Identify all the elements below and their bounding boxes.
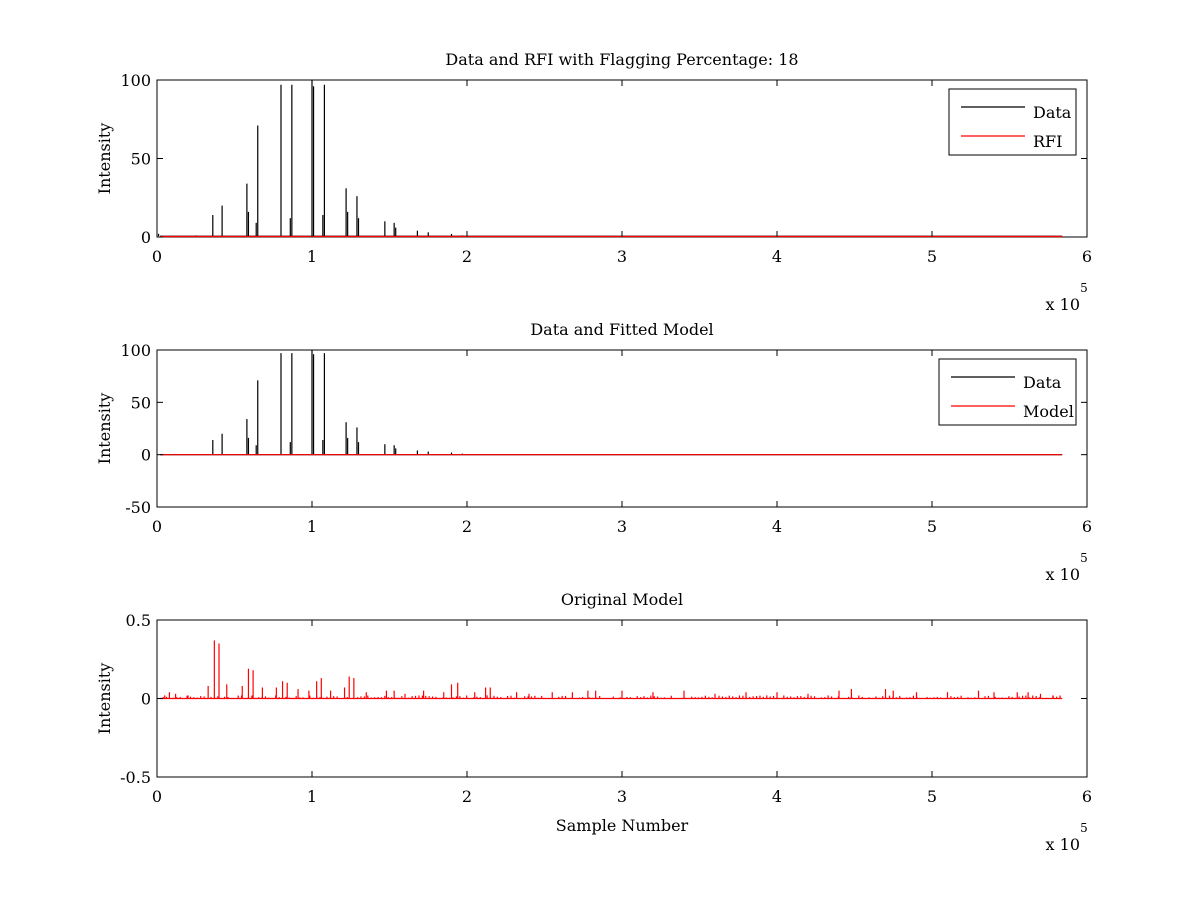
legend-label: Model bbox=[1023, 402, 1074, 421]
y-tick-label: 0.5 bbox=[126, 611, 151, 630]
y-tick-label: 100 bbox=[120, 341, 151, 360]
x-exponent-label: x 10 bbox=[1046, 835, 1080, 854]
subplot-title: Original Model bbox=[561, 590, 683, 609]
legend: Data RFI bbox=[948, 88, 1077, 156]
y-axis-label: Intensity bbox=[95, 123, 114, 195]
x-tick-label: 6 bbox=[1082, 517, 1092, 536]
x-tick-label: 3 bbox=[617, 247, 627, 266]
y-tick-label: -50 bbox=[125, 498, 151, 517]
axes-box bbox=[156, 79, 1088, 238]
y-tick-label: 50 bbox=[131, 393, 151, 412]
legend-label: Data bbox=[1033, 103, 1072, 122]
x-tick-label: 2 bbox=[462, 517, 472, 536]
x-tick-label: 1 bbox=[307, 517, 317, 536]
x-tick-label: 0 bbox=[152, 247, 162, 266]
x-tick-label: 1 bbox=[307, 787, 317, 806]
x-tick-label: 3 bbox=[617, 787, 627, 806]
x-tick-label: 4 bbox=[772, 787, 782, 806]
x-tick-label: 6 bbox=[1082, 787, 1092, 806]
legend-label: Data bbox=[1023, 373, 1062, 392]
legend-box bbox=[948, 88, 1077, 156]
x-exponent: 5 bbox=[1080, 821, 1088, 835]
x-tick-label: 5 bbox=[927, 517, 937, 536]
series-model-line bbox=[160, 640, 1063, 700]
x-tick-label: 5 bbox=[927, 787, 937, 806]
x-tick-label: 3 bbox=[617, 517, 627, 536]
x-exponent: 5 bbox=[1080, 551, 1088, 565]
legend: Data Model bbox=[938, 358, 1077, 426]
y-tick-label: -0.5 bbox=[120, 768, 151, 787]
legend-label: RFI bbox=[1033, 132, 1062, 151]
y-tick-label: 100 bbox=[120, 71, 151, 90]
x-exponent: 5 bbox=[1080, 281, 1088, 295]
y-tick-label: 0 bbox=[141, 690, 151, 709]
x-tick-label: 6 bbox=[1082, 247, 1092, 266]
y-tick-label: 50 bbox=[131, 150, 151, 169]
y-tick-label: 0 bbox=[141, 446, 151, 465]
x-axis-label: Sample Number bbox=[556, 816, 689, 835]
subplot-title: Data and RFI with Flagging Percentage: 1… bbox=[445, 50, 798, 69]
x-tick-label: 2 bbox=[462, 247, 472, 266]
x-tick-label: 4 bbox=[772, 517, 782, 536]
x-tick-label: 4 bbox=[772, 247, 782, 266]
x-tick-label: 5 bbox=[927, 247, 937, 266]
legend-box bbox=[938, 358, 1077, 426]
y-axis-label: Intensity bbox=[95, 663, 114, 735]
x-tick-label: 1 bbox=[307, 247, 317, 266]
y-tick-label: 0 bbox=[141, 228, 151, 247]
x-tick-label: 0 bbox=[152, 517, 162, 536]
y-axis-label: Intensity bbox=[95, 393, 114, 465]
x-exponent-label: x 10 bbox=[1046, 565, 1080, 584]
x-exponent-label: x 10 bbox=[1046, 295, 1080, 314]
x-tick-label: 0 bbox=[152, 787, 162, 806]
subplot-title: Data and Fitted Model bbox=[530, 320, 713, 339]
x-tick-label: 2 bbox=[462, 787, 472, 806]
